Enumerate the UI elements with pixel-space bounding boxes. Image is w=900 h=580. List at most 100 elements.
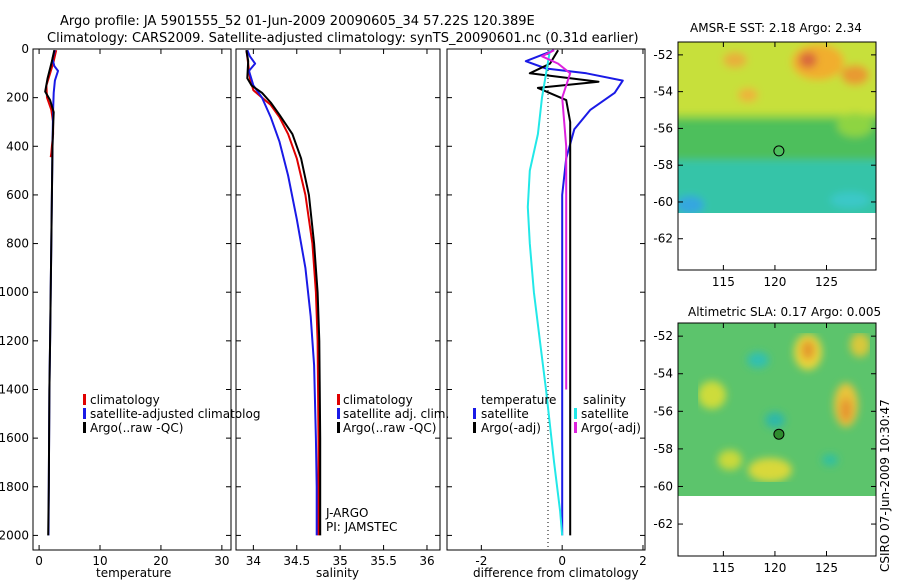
x-tick-label: 34.5	[283, 554, 310, 568]
legend-swatch-sal-satellite	[574, 408, 577, 419]
legend-label-argo: Argo(..raw -QC)	[343, 421, 436, 435]
sla-no-data	[678, 496, 876, 556]
figure-title-line2: Climatology: CARS2009. Satellite-adjuste…	[47, 31, 639, 46]
x-tick-label: -2	[475, 554, 487, 568]
series-line-argo-raw-qc-	[44, 49, 56, 536]
series-line-temperature-argo-adj-	[528, 49, 600, 536]
x-tick-label: 20	[153, 554, 168, 568]
legend-label-climatology: climatology	[90, 393, 160, 407]
annotation-j-argo: J-ARGO	[325, 506, 368, 520]
series-line-climatology	[245, 50, 320, 536]
figure-title-line1: Argo profile: JA 5901555_52 01-Jun-2009 …	[60, 14, 535, 29]
sst-cyan-patch	[678, 196, 704, 213]
y-tick-label: -54	[653, 85, 673, 99]
legend-label-temp-satellite: satellite	[481, 407, 529, 421]
series-line-salinity-argo-adj-	[541, 49, 572, 390]
legend-label-climatology: climatology	[343, 393, 413, 407]
sla-yellow-eddy-4	[748, 458, 792, 482]
x-tick-label: 35.5	[370, 554, 397, 568]
legend-swatch-temp-satellite	[473, 408, 476, 419]
sst-cyan-patch-2	[830, 192, 870, 208]
temperature-legend: climatology satellite-adjusted climatolo…	[83, 393, 260, 435]
sst-field	[678, 42, 876, 269]
sla-cyan-eddy	[747, 352, 769, 368]
sla-yellow-eddy-3	[698, 381, 726, 409]
argo-position-marker	[773, 145, 785, 157]
y-tick-label: -56	[653, 404, 673, 418]
difference-axes-frame	[446, 48, 646, 551]
legend-label-sal-argo: Argo(-adj)	[581, 421, 641, 435]
x-tick-label: 10	[92, 554, 107, 568]
sla-map: Altimetric SLA: 0.17 Argo: 0.005 115 120 1…	[653, 305, 881, 575]
y-tick-label: -62	[653, 517, 673, 531]
series-line-argo-raw-qc-	[245, 50, 322, 536]
y-tick-label: 1400	[0, 382, 29, 396]
y-tick-label: 200	[6, 91, 29, 105]
y-tick-label: 1000	[0, 285, 29, 299]
y-tick-label: -58	[653, 158, 673, 172]
legend-swatch-satellite-adjusted	[83, 408, 86, 419]
x-tick-label: 115	[712, 275, 735, 289]
legend-label-satellite-adjusted: satellite-adjusted climatolog	[90, 407, 260, 421]
y-tick-label: -56	[653, 121, 673, 135]
y-tick-label: 0	[21, 42, 29, 56]
legend-swatch-temp-argo	[473, 422, 476, 433]
csiro-timestamp: CSIRO 07-Jun-2009 10:30:47	[878, 399, 892, 572]
sla-cyan-eddy-3	[822, 454, 838, 466]
legend-swatch-climatology	[83, 394, 86, 405]
series-line-temperature-satellite	[524, 49, 624, 536]
temperature-panel: 0 200 400 600 800 1000 1200 1400 1600 1800 2000 0 1…	[0, 42, 260, 580]
y-tick-label: -62	[653, 232, 673, 246]
sst-lime-patch	[837, 113, 873, 137]
difference-panel: -2 0 2 difference from climatology tempera…	[446, 48, 647, 580]
sst-map: AMSR-E SST: 2.18 Argo: 2.34 115 120 125 -52…	[653, 21, 877, 289]
legend-label-argo: Argo(..raw -QC)	[90, 421, 183, 435]
y-tick-label: 600	[6, 188, 29, 202]
difference-legend: temperature salinity satellite Argo(-adj…	[473, 393, 641, 435]
legend-label-sal-satellite: satellite	[581, 407, 629, 421]
salinity-axis-label: salinity	[316, 566, 359, 580]
x-tick-label: 2	[639, 554, 647, 568]
y-tick-label: 800	[6, 237, 29, 251]
sst-red-spot	[799, 52, 817, 68]
sst-map-frame	[677, 41, 877, 271]
y-tick-label: 1600	[0, 431, 29, 445]
sst-orange-patch-2	[841, 65, 869, 85]
sst-teal-band	[678, 160, 876, 213]
salinity-axes-frame	[235, 48, 441, 551]
y-tick-label: 400	[6, 139, 29, 153]
legend-swatch-argo	[83, 422, 86, 433]
sla-orange-core	[801, 340, 815, 360]
difference-axis-label: difference from climatology	[473, 566, 639, 580]
x-tick-label: 115	[712, 561, 735, 575]
x-tick-label: 120	[763, 561, 786, 575]
legend-label-temp-argo: Argo(-adj)	[481, 421, 541, 435]
sla-orange-core-2	[840, 398, 852, 422]
x-tick-label: 0	[558, 554, 566, 568]
argo-position-marker	[773, 428, 785, 440]
salinity-legend: climatology satellite adj. clim. Argo(..…	[337, 393, 449, 435]
temperature-axis-label: temperature	[96, 566, 171, 580]
series-line-satellite-adj-clim-	[246, 49, 318, 536]
sla-yellow-eddy-5	[718, 450, 742, 470]
x-tick-label: 36	[419, 554, 434, 568]
y-tick-label: -60	[653, 479, 673, 493]
x-tick-label: 120	[763, 275, 786, 289]
x-tick-label: 0	[35, 554, 43, 568]
y-tick-label: -52	[653, 48, 673, 62]
y-tick-label: 1200	[0, 334, 29, 348]
legend-label-satellite-adj: satellite adj. clim.	[343, 407, 449, 421]
y-tick-label: 2000	[0, 528, 29, 542]
series-line-salinity-satellite	[526, 50, 564, 536]
y-tick-label: -60	[653, 195, 673, 209]
legend-title-temperature: temperature	[481, 393, 556, 407]
x-tick-label: 34	[246, 554, 261, 568]
sst-orange-patch-4	[738, 88, 758, 102]
temperature-axes-frame	[32, 48, 232, 551]
sst-no-data	[678, 213, 876, 269]
sla-map-title: Altimetric SLA: 0.17 Argo: 0.005	[688, 305, 881, 319]
x-tick-label: 125	[815, 561, 838, 575]
y-tick-label: 1800	[0, 480, 29, 494]
sla-yellow-eddy-6	[850, 333, 870, 357]
